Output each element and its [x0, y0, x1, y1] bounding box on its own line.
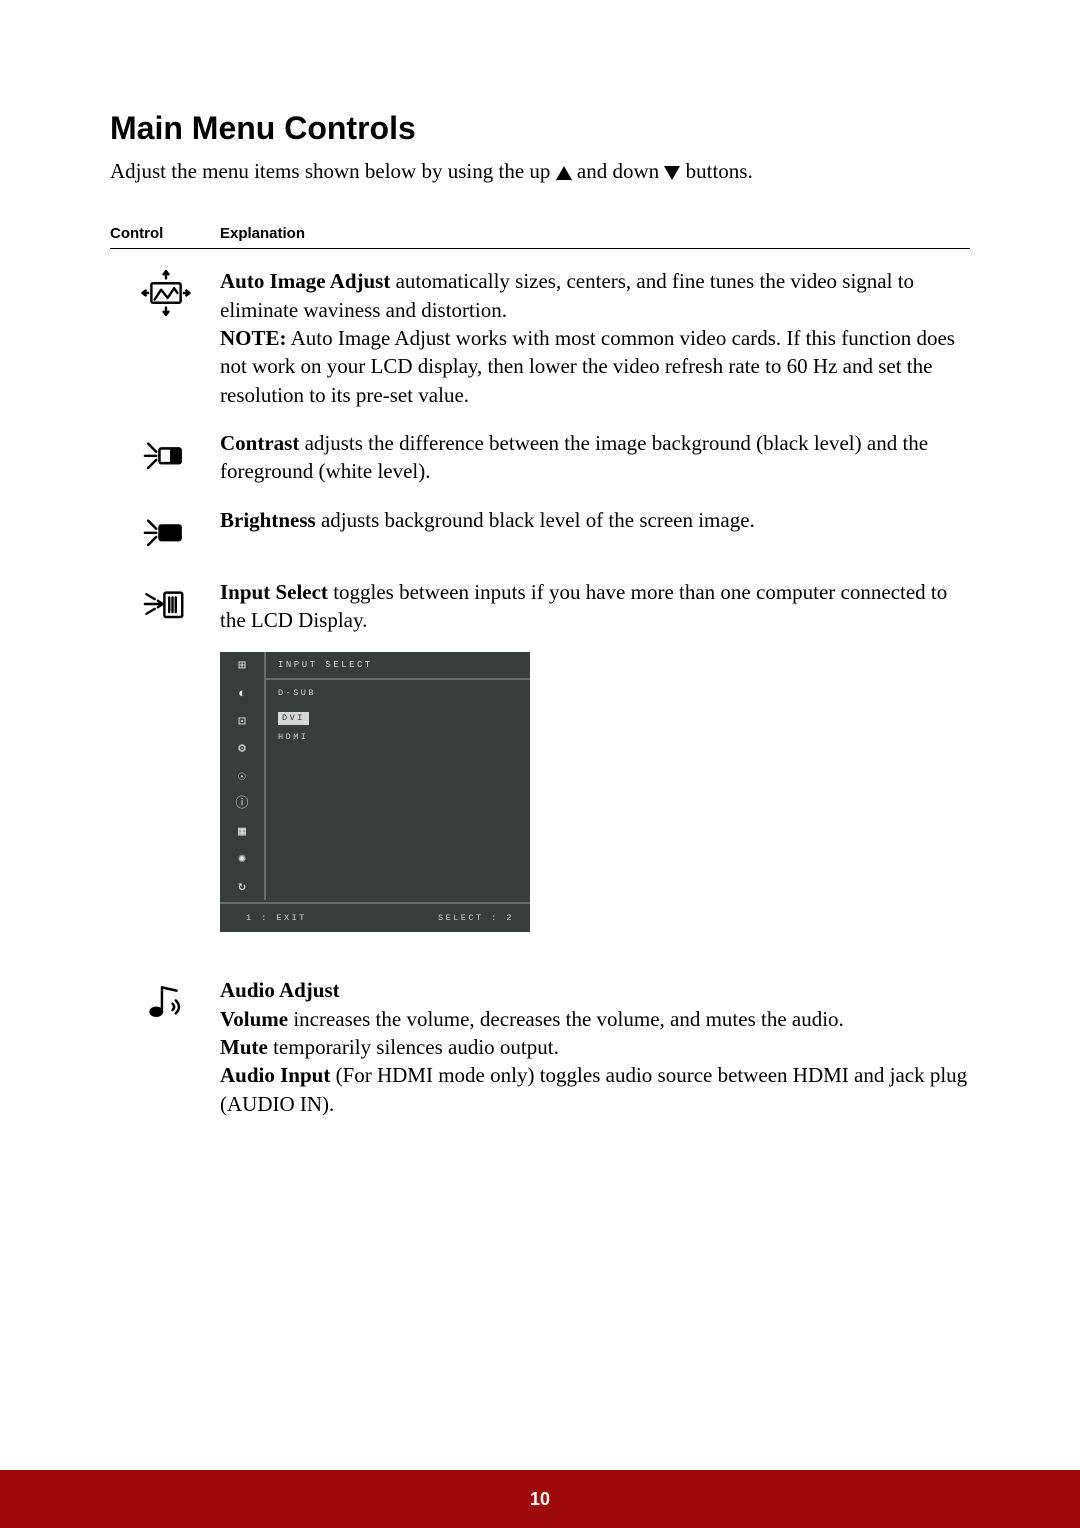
osd-side-icon: ◐	[220, 680, 264, 708]
osd-panel: ⊞◐⊡⚙☉ⓘ▦✺↻ INPUT SELECT D-SUB DVI HDMI 1 : …	[220, 652, 970, 932]
label-contrast: Contrast	[220, 431, 299, 455]
intro-mid: and down	[577, 159, 665, 183]
osd-item: DVI	[278, 712, 309, 725]
osd-footer-right: SELECT : 2	[438, 913, 514, 924]
page-title: Main Menu Controls	[110, 110, 970, 147]
intro-text: Adjust the menu items shown below by usi…	[110, 157, 970, 185]
text: toggles between inputs if you have more …	[220, 580, 947, 632]
text: (For HDMI mode only) toggles audio sourc…	[220, 1063, 967, 1115]
entry-text: Brightness adjusts background black leve…	[220, 506, 970, 558]
entry-audio-adjust: Audio Adjust Volume increases the volume…	[110, 976, 970, 1118]
input-select-icon	[110, 578, 220, 957]
text: increases the volume, decreases the volu…	[288, 1007, 844, 1031]
osd-side-icon: ⊞	[220, 652, 264, 680]
up-triangle-icon	[556, 166, 572, 180]
osd-footer: 1 : EXIT SELECT : 2	[220, 902, 530, 932]
osd-side-icon: ✺	[220, 845, 264, 873]
audio-adjust-icon	[110, 976, 220, 1118]
osd-item: D-SUB	[278, 686, 530, 701]
osd-side-icon: ⚙	[220, 735, 264, 763]
label-auto-image-adjust: Auto Image Adjust	[220, 269, 390, 293]
entry-text: Input Select toggles between inputs if y…	[220, 578, 970, 957]
contrast-icon	[110, 429, 220, 486]
text: adjusts background black level of the sc…	[316, 508, 755, 532]
osd-title: INPUT SELECT	[266, 652, 530, 680]
entry-brightness: Brightness adjusts background black leve…	[110, 506, 970, 558]
page-content: Main Menu Controls Adjust the menu items…	[0, 0, 1080, 1470]
entry-text: Auto Image Adjust automatically sizes, c…	[220, 267, 970, 409]
osd-item: HDMI	[278, 730, 530, 745]
brightness-icon	[110, 506, 220, 558]
osd-side-icon: ☉	[220, 763, 264, 791]
label-brightness: Brightness	[220, 508, 316, 532]
label-mute: Mute	[220, 1035, 268, 1059]
table-headers: Control Explanation	[110, 225, 970, 249]
osd-side-icon: ⓘ	[220, 790, 264, 818]
header-control: Control	[110, 225, 220, 242]
page-footer: 10	[0, 1470, 1080, 1528]
entry-text: Audio Adjust Volume increases the volume…	[220, 976, 970, 1118]
label-audio-input: Audio Input	[220, 1063, 330, 1087]
osd-side-icon: ⊡	[220, 708, 264, 736]
text: Auto Image Adjust works with most common…	[220, 326, 955, 407]
text: temporarily silences audio output.	[268, 1035, 559, 1059]
intro-post: buttons.	[686, 159, 753, 183]
entry-text: Contrast adjusts the difference between …	[220, 429, 970, 486]
down-triangle-icon	[664, 166, 680, 180]
header-explanation: Explanation	[220, 225, 970, 242]
text: adjusts the difference between the image…	[220, 431, 928, 483]
intro-pre: Adjust the menu items shown below by usi…	[110, 159, 556, 183]
osd-sidebar: ⊞◐⊡⚙☉ⓘ▦✺↻	[220, 652, 266, 900]
entry-contrast: Contrast adjusts the difference between …	[110, 429, 970, 486]
osd-side-icon: ↻	[220, 873, 264, 901]
entry-auto-image-adjust: Auto Image Adjust automatically sizes, c…	[110, 267, 970, 409]
osd-footer-left: 1 : EXIT	[246, 913, 307, 924]
osd-list: D-SUB DVI HDMI	[266, 680, 530, 745]
page-number: 10	[530, 1489, 550, 1510]
label-input-select: Input Select	[220, 580, 328, 604]
label-audio-adjust-heading: Audio Adjust	[220, 978, 340, 1002]
label-volume: Volume	[220, 1007, 288, 1031]
label-note: NOTE:	[220, 326, 287, 350]
entries: Auto Image Adjust automatically sizes, c…	[110, 267, 970, 1118]
auto-image-adjust-icon	[110, 267, 220, 409]
osd-side-icon: ▦	[220, 818, 264, 846]
entry-input-select: Input Select toggles between inputs if y…	[110, 578, 970, 957]
